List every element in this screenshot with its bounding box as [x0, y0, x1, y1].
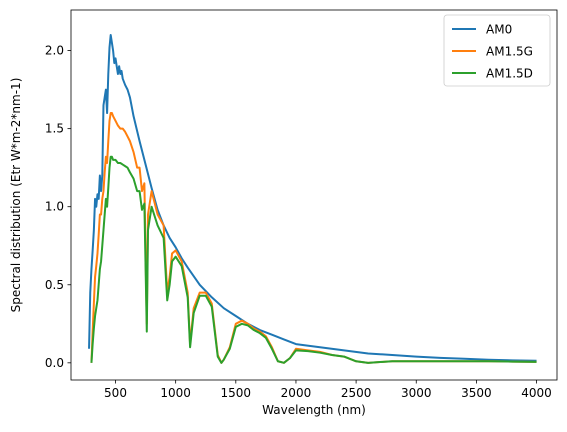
y-tick-label: 0.5 [45, 278, 64, 292]
x-axis-title: Wavelength (nm) [262, 403, 366, 417]
series-line-2 [90, 155, 537, 364]
x-tick-label: 3500 [461, 386, 492, 400]
y-tick-label: 1.0 [45, 200, 64, 214]
x-axis-ticks: 500 1000 1500 2000 2500 3000 3500 4000 [104, 380, 552, 400]
x-tick-label: 2000 [281, 386, 312, 400]
x-tick-label: 2500 [341, 386, 372, 400]
y-tick-label: 2.0 [45, 44, 64, 58]
y-axis-title: Spectral distribution (Etr W*m-2*nm-1) [9, 78, 23, 313]
series-line-0 [88, 33, 537, 362]
legend-label: AM0 [486, 23, 512, 37]
x-tick-label: 500 [104, 386, 127, 400]
y-tick-label: 0.0 [45, 356, 64, 370]
legend-label: AM1.5G [486, 45, 533, 59]
x-tick-label: 1000 [160, 386, 191, 400]
chart-legend: AM0 AM1.5G AM1.5D [443, 14, 551, 87]
y-tick-label: 1.5 [45, 122, 64, 136]
y-axis-ticks: 0.0 0.5 1.0 1.5 2.0 [45, 44, 71, 370]
plot-lines [88, 33, 537, 364]
legend-label: AM1.5D [486, 67, 533, 81]
legend-box [443, 14, 551, 87]
x-tick-label: 3000 [401, 386, 432, 400]
x-tick-label: 4000 [521, 386, 552, 400]
x-tick-label: 1500 [221, 386, 252, 400]
plot-frame [70, 9, 558, 381]
